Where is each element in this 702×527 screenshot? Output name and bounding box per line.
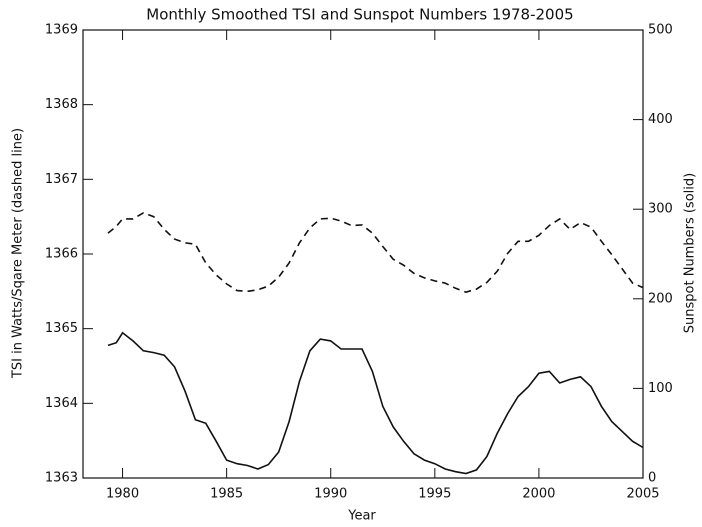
y-tick-label: 1366 [45,247,78,262]
series-line [107,212,644,293]
x-tick-label: 1980 [106,487,139,502]
y-tick-label: 1368 [45,97,78,112]
y2-tick-label: 100 [648,381,673,396]
x-tick-label: 1985 [210,487,243,502]
y2-tick-label: 200 [648,291,673,306]
y2-axis-label: Sunspot Numbers (solid) [683,173,698,333]
y-tick-label: 1365 [45,321,78,336]
series-line [107,331,644,475]
chart-title: Monthly Smoothed TSI and Sunspot Numbers… [146,6,573,24]
y-tick-label: 1369 [45,23,78,38]
x-tick-label: 2005 [626,487,659,502]
x-tick-label: 1995 [418,487,451,502]
y-axis-label: TSI in Watts/Sqare Meter (dashed line) [11,128,26,379]
y2-tick-label: 300 [648,202,673,217]
y2-tick-label: 500 [648,23,673,38]
x-tick-label: 1990 [314,487,347,502]
y2-tick-label: 400 [648,112,673,127]
x-tick-label: 2000 [522,487,555,502]
y-tick-label: 1367 [45,172,78,187]
y-tick-label: 1363 [45,471,78,486]
plot-frame [82,29,644,479]
y2-tick-label: 0 [648,471,656,486]
x-axis-label: Year [347,509,376,524]
y-tick-label: 1364 [45,396,78,411]
